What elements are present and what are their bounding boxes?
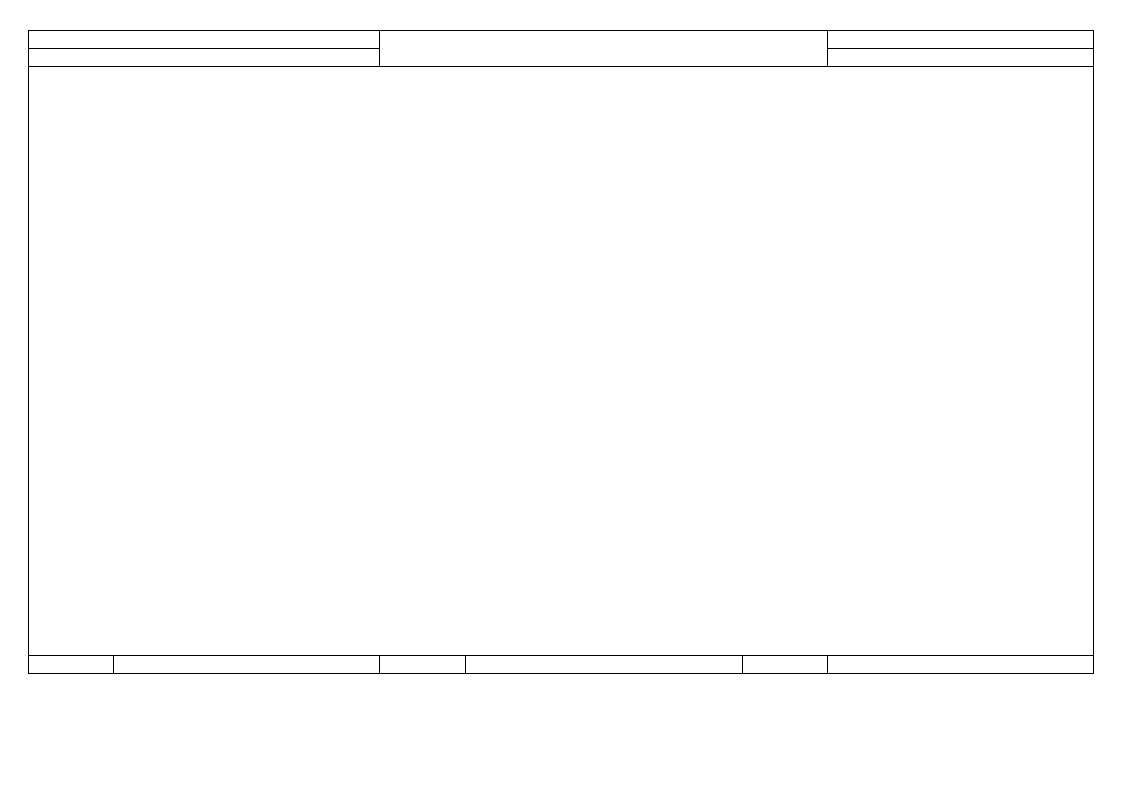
header-table bbox=[28, 30, 1094, 67]
made-date-cell bbox=[29, 31, 380, 49]
process-cell bbox=[827, 49, 1093, 67]
flowchart-arrows bbox=[592, 87, 1083, 647]
doc-title bbox=[380, 31, 827, 67]
body-wrap bbox=[28, 67, 1094, 655]
foot-c1 bbox=[29, 656, 114, 674]
doc-no-cell bbox=[827, 31, 1093, 49]
right-column bbox=[582, 67, 1093, 655]
flowchart-area bbox=[592, 87, 1083, 647]
left-column bbox=[29, 67, 582, 655]
foot-b1 bbox=[114, 656, 380, 674]
effective-date-cell bbox=[29, 49, 380, 67]
foot-c3 bbox=[742, 656, 827, 674]
foot-b3 bbox=[827, 656, 1093, 674]
footer-table bbox=[28, 655, 1094, 674]
foot-c2 bbox=[380, 656, 465, 674]
foot-b2 bbox=[465, 656, 742, 674]
